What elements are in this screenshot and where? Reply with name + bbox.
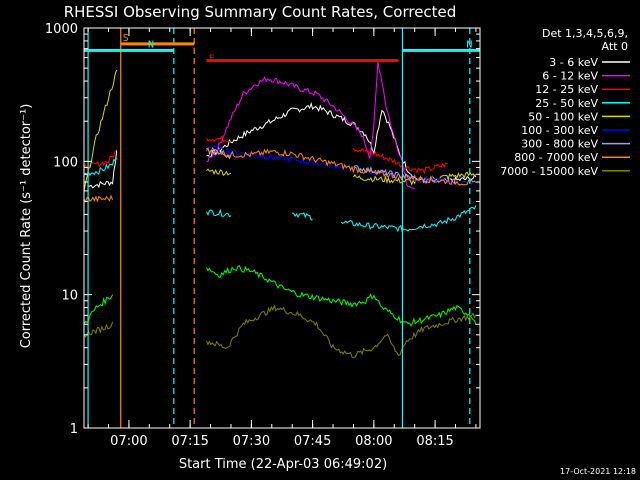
attenuator-label: Att 0 bbox=[602, 40, 628, 53]
x-tick-label-2: 07:30 bbox=[233, 434, 270, 449]
series-line-2-seg-0 bbox=[83, 149, 118, 170]
flag-label-0: S bbox=[123, 33, 129, 44]
legend-label-3: 25 - 50 keV bbox=[535, 97, 598, 110]
y-tick-label-1: 10 bbox=[61, 289, 78, 304]
x-tick-label-1: 07:15 bbox=[171, 434, 208, 449]
series-line-8-seg-1 bbox=[206, 304, 477, 359]
series-line-4-seg-5 bbox=[352, 171, 477, 186]
x-axis-label: Start Time (22-Apr-03 06:49:02) bbox=[179, 457, 387, 472]
series-line-1-seg-0 bbox=[206, 61, 415, 189]
y-tick-label-2: 100 bbox=[53, 155, 78, 170]
legend-label-2: 12 - 25 keV bbox=[535, 83, 598, 96]
marker-layer: S N N F bbox=[84, 28, 480, 428]
legend-label-8: 7000 - 15000 keV bbox=[500, 165, 598, 178]
x-tick-label-0: 07:00 bbox=[110, 434, 147, 449]
series-layer bbox=[83, 61, 477, 359]
series-line-0-seg-0 bbox=[88, 150, 118, 189]
series-line-3-seg-0 bbox=[83, 157, 118, 177]
series-line-3-seg-3 bbox=[292, 211, 313, 221]
legend-label-1: 6 - 12 keV bbox=[542, 70, 598, 83]
series-line-2-seg-5 bbox=[352, 147, 448, 175]
series-line-3-seg-4 bbox=[340, 205, 477, 233]
series-line-0-seg-1 bbox=[206, 101, 477, 185]
series-line-2-seg-1 bbox=[206, 135, 232, 143]
timestamp: 17-Oct-2021 12:18 bbox=[560, 467, 636, 476]
series-line-9-seg-1 bbox=[206, 264, 477, 327]
legend-label-0: 3 - 6 keV bbox=[549, 56, 598, 69]
flag-label-2: N bbox=[466, 39, 472, 50]
plot-frame bbox=[83, 27, 481, 429]
y-axis-label: Corrected Count Rate (s⁻¹ detector⁻¹) bbox=[19, 104, 34, 349]
series-line-8-seg-0 bbox=[83, 321, 114, 339]
series-line-4-seg-0 bbox=[83, 69, 118, 191]
x-tick-label-5: 08:15 bbox=[416, 434, 453, 449]
legend-label-5: 100 - 300 keV bbox=[521, 124, 598, 137]
legend-label-6: 300 - 800 keV bbox=[521, 138, 598, 151]
series-line-4-seg-1 bbox=[206, 168, 232, 176]
legend-label-4: 50 - 100 keV bbox=[528, 110, 598, 123]
series-line-3-seg-1 bbox=[206, 208, 232, 218]
detectors-label: Det 1,3,4,5,6,9, bbox=[542, 27, 628, 40]
series-line-5-seg-0 bbox=[206, 144, 477, 186]
flag-label-1: N bbox=[148, 39, 154, 50]
legend-label-7: 800 - 7000 keV bbox=[514, 151, 598, 164]
y-tick-label-3: 1000 bbox=[45, 22, 78, 37]
flag-label-3: F bbox=[208, 54, 214, 65]
axes-layer: 1 10 100 1000 07:00 07:15 07:30 07:45 08:00 08:15 bbox=[45, 22, 481, 449]
y-tick-label-0: 1 bbox=[70, 422, 78, 437]
series-line-9-seg-0 bbox=[83, 294, 114, 325]
series-line-7-seg-0 bbox=[83, 194, 114, 203]
x-tick-label-3: 07:45 bbox=[294, 434, 331, 449]
chart-title: RHESSI Observing Summary Count Rates, Co… bbox=[64, 3, 457, 21]
series-line-7-seg-1 bbox=[206, 147, 477, 186]
x-tick-label-4: 08:00 bbox=[355, 434, 392, 449]
